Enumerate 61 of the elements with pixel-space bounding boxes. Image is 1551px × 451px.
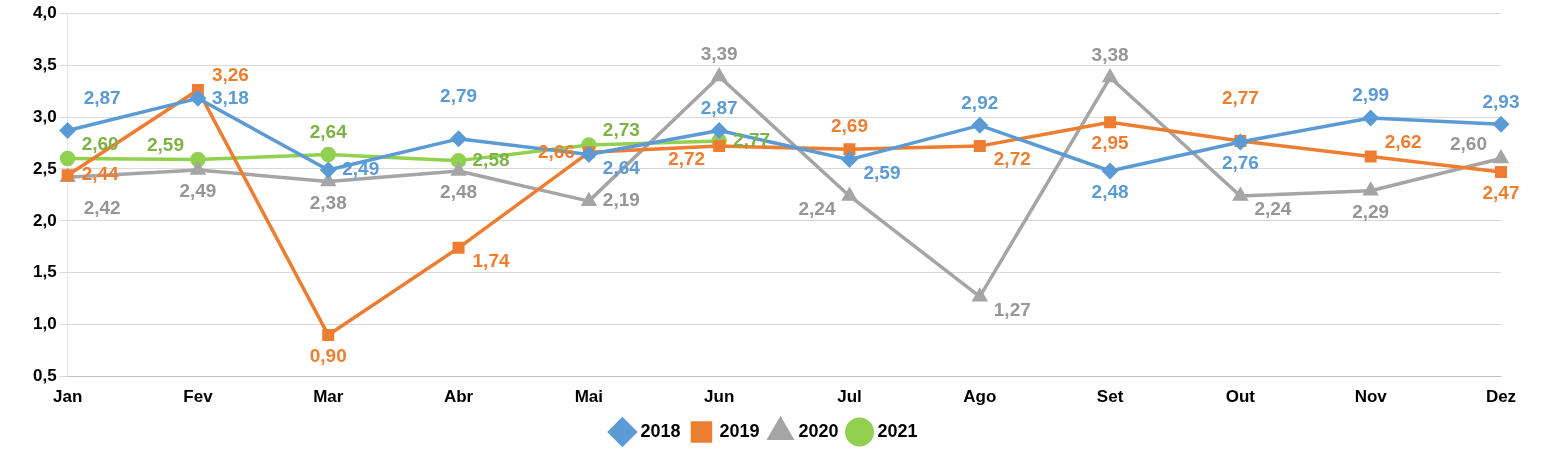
data-label: 2,64 xyxy=(602,156,641,178)
data-label: 2,48 xyxy=(1091,181,1129,203)
data-label: 2,72 xyxy=(668,148,706,170)
x-tick-label: Mar xyxy=(313,387,344,407)
data-label: 2,24 xyxy=(1254,198,1292,220)
x-tick-label: Abr xyxy=(443,387,474,407)
data-label: 2,59 xyxy=(146,133,184,155)
data-label: 2,38 xyxy=(309,191,347,213)
data-label: 2,95 xyxy=(1091,132,1129,154)
y-tick-label: 2,0 xyxy=(32,210,57,230)
data-label: 2,87 xyxy=(700,96,738,118)
legend-label: 2020 xyxy=(798,420,839,441)
data-label: 2,29 xyxy=(1352,200,1390,222)
legend-label: 2019 xyxy=(719,420,760,441)
data-label: 2,93 xyxy=(1482,90,1520,112)
data-label: 2,69 xyxy=(830,115,868,137)
data-label: 2,62 xyxy=(1384,130,1422,152)
data-label: 2,60 xyxy=(1450,132,1487,154)
data-label: 1,74 xyxy=(472,250,510,272)
y-tick-label: 2,5 xyxy=(32,158,57,178)
y-tick-label: 3,5 xyxy=(32,54,57,74)
data-label: 2,77 xyxy=(1221,87,1259,109)
y-tick-label: 1,5 xyxy=(32,262,57,282)
x-tick-label: Ago xyxy=(963,387,997,407)
x-tick-label: Jul xyxy=(837,387,862,407)
data-label: 3,38 xyxy=(1091,43,1129,65)
data-label: 2,73 xyxy=(602,119,640,141)
data-label: 2,47 xyxy=(1482,182,1520,204)
data-label: 2,72 xyxy=(993,148,1031,170)
x-tick-label: Jun xyxy=(704,387,735,407)
y-tick-label: 4,0 xyxy=(32,2,57,22)
data-label: 2,48 xyxy=(440,181,478,203)
y-tick-label: 1,0 xyxy=(32,314,57,334)
data-label: 2,64 xyxy=(309,120,348,142)
data-label: 3,26 xyxy=(211,64,249,86)
data-label: 2,44 xyxy=(81,163,120,185)
data-label: 2,49 xyxy=(179,180,217,202)
data-label: 2,19 xyxy=(602,189,640,211)
data-label: 2,87 xyxy=(83,86,121,108)
x-tick-label: Fev xyxy=(183,387,214,407)
y-tick-label: 0,5 xyxy=(32,366,57,386)
x-tick-label: Nov xyxy=(1354,387,1388,407)
data-label: 2,24 xyxy=(798,198,836,220)
data-label: 0,90 xyxy=(309,345,347,367)
data-label: 2,79 xyxy=(440,85,478,107)
y-tick-label: 3,0 xyxy=(32,106,57,126)
legend-label: 2018 xyxy=(640,420,681,441)
x-tick-label: Out xyxy=(1225,387,1256,407)
data-label: 3,18 xyxy=(211,86,249,108)
data-label: 2,42 xyxy=(83,197,121,219)
data-label: 2,92 xyxy=(961,91,999,113)
x-tick-label: Mai xyxy=(574,387,604,407)
data-label: 2,59 xyxy=(863,161,901,183)
x-tick-label: Set xyxy=(1096,387,1124,407)
data-label: 1,27 xyxy=(993,298,1031,320)
x-tick-label: Dez xyxy=(1485,387,1517,407)
legend-label: 2021 xyxy=(877,420,918,441)
x-tick-label: Jan xyxy=(52,387,83,407)
data-label: 2,99 xyxy=(1352,84,1390,106)
data-label: 2,76 xyxy=(1221,152,1259,174)
data-label: 3,39 xyxy=(700,42,738,64)
